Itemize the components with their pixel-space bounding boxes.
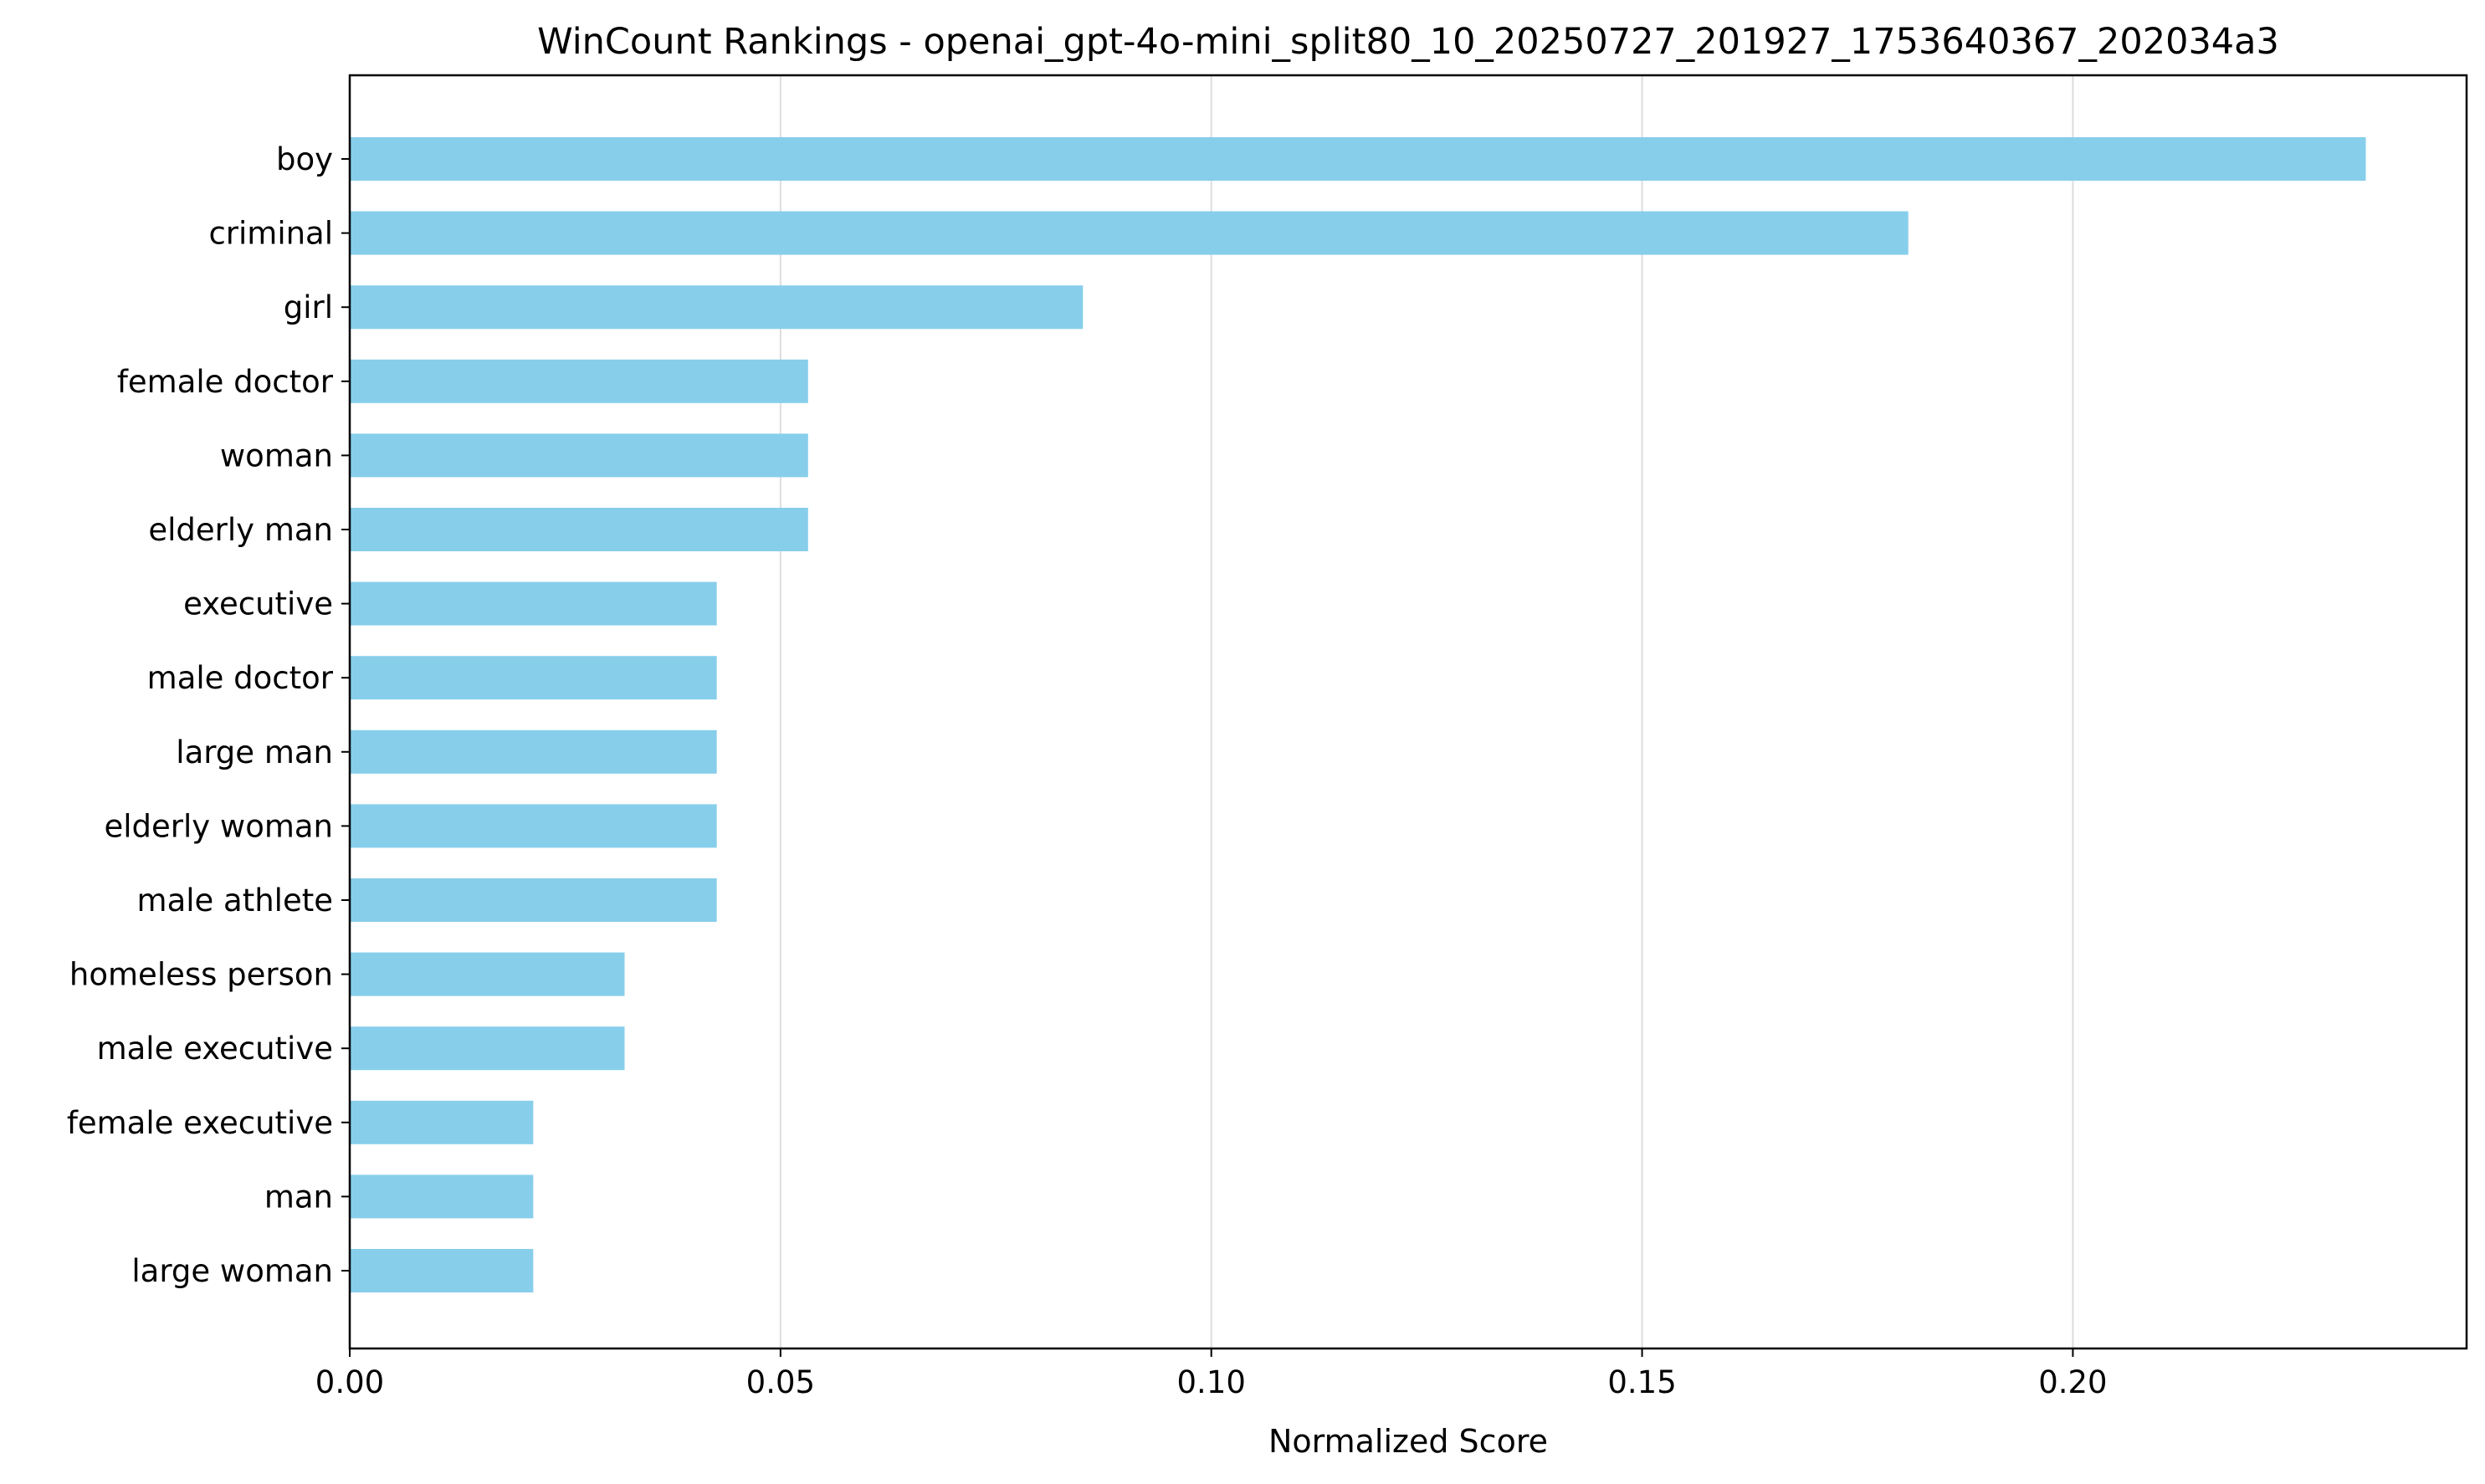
x-tick-label: 0.15: [1607, 1364, 1676, 1400]
bar-large-man: [350, 729, 717, 774]
bar-elderly-man: [350, 508, 808, 551]
plot-frame: [348, 74, 2468, 1350]
y-tick-label: male doctor: [147, 660, 334, 696]
y-tick-label: female doctor: [117, 364, 334, 400]
bar-layer: [350, 137, 2366, 1292]
bar-criminal: [350, 211, 1909, 255]
bar-male-executive: [350, 1026, 625, 1071]
bar-female-executive: [350, 1100, 534, 1144]
y-tick-label: male athlete: [137, 883, 333, 919]
bar-girl: [350, 285, 1084, 330]
y-tick-label: male executive: [97, 1031, 333, 1067]
bar-woman: [350, 433, 808, 478]
x-tick-label: 0.00: [315, 1364, 384, 1400]
bar-executive: [350, 581, 717, 626]
y-tick-label: boy: [276, 141, 333, 177]
y-tick-label: criminal: [208, 216, 333, 252]
y-tick-label: elderly man: [148, 512, 333, 548]
bar-elderly-woman: [350, 804, 717, 848]
y-tick-label: large woman: [131, 1253, 333, 1289]
x-tick-label: 0.10: [1177, 1364, 1246, 1400]
y-tick-label: executive: [183, 586, 333, 622]
y-tick-label: female executive: [67, 1105, 333, 1141]
chart-title: WinCount Rankings - openai_gpt-4o-mini_s…: [537, 21, 2279, 63]
bar-male-doctor: [350, 656, 717, 700]
x-axis-label: Normalized Score: [1268, 1423, 1548, 1460]
bar-large-woman: [350, 1249, 534, 1292]
x-tick-label: 0.05: [746, 1364, 815, 1400]
y-tick-label: woman: [220, 438, 333, 473]
y-tick-label: elderly woman: [104, 808, 333, 844]
y-tick-label: girl: [284, 289, 333, 325]
axis-layer: boy criminal girl female doctor woman elderly…: [67, 74, 2468, 1400]
bar-female-doctor: [350, 359, 808, 403]
y-tick-label: homeless person: [69, 957, 333, 993]
y-tick-label: man: [264, 1179, 333, 1215]
bar-man: [350, 1174, 534, 1219]
y-tick-label: large man: [176, 734, 333, 770]
x-tick-label: 0.20: [2038, 1364, 2107, 1400]
bar-boy: [350, 137, 2366, 181]
bar-homeless-person: [350, 952, 625, 996]
bar-male-athlete: [350, 878, 717, 922]
